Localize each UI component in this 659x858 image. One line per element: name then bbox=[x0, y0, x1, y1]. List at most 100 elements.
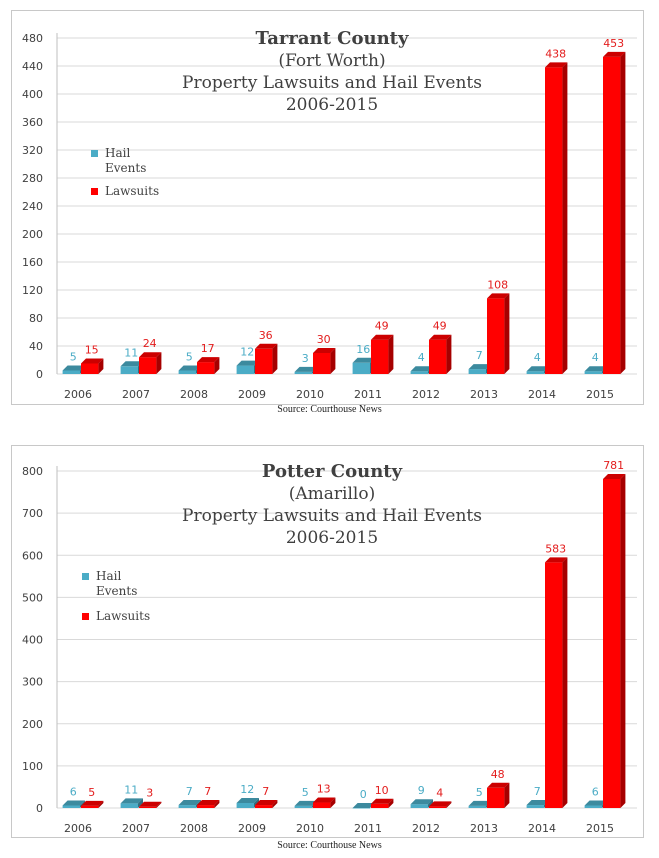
x-tick-label: 2010 bbox=[296, 388, 324, 401]
bar-top-face bbox=[294, 800, 317, 806]
y-tick-label: 100 bbox=[22, 760, 43, 773]
y-tick-label: 440 bbox=[22, 60, 43, 73]
chart-title-line3: Property Lawsuits and Hail Events bbox=[182, 73, 482, 93]
bar-top-face bbox=[603, 474, 626, 480]
bar-top-face bbox=[139, 801, 162, 807]
lawsuit-bar bbox=[313, 348, 336, 374]
lawsuit-data-label: 30 bbox=[317, 333, 331, 346]
bar-top-face bbox=[294, 366, 317, 372]
bar-top-face bbox=[236, 797, 259, 803]
bar-top-face bbox=[62, 365, 85, 371]
hail-data-label: 7 bbox=[186, 785, 193, 798]
bar-top-face bbox=[584, 800, 607, 806]
hail-bar bbox=[120, 798, 143, 808]
bar-side-face bbox=[388, 334, 394, 374]
source-note: Source: Courthouse News bbox=[277, 840, 382, 851]
legend-swatch-hail bbox=[82, 573, 89, 580]
bar-front-face bbox=[197, 805, 215, 808]
y-tick-label: 600 bbox=[22, 549, 43, 562]
hail-data-label: 12 bbox=[240, 783, 254, 796]
bar-side-face bbox=[214, 357, 220, 374]
potter-chart-title: Potter County (Amarillo) Property Lawsui… bbox=[132, 461, 532, 549]
x-tick-label: 2014 bbox=[528, 822, 556, 835]
hail-data-label: 5 bbox=[476, 786, 483, 799]
bar-side-face bbox=[272, 800, 278, 808]
bar-side-face bbox=[388, 798, 394, 808]
bar-front-face bbox=[62, 805, 80, 808]
bar-front-face bbox=[81, 805, 99, 808]
x-tick-label: 2009 bbox=[238, 822, 266, 835]
lawsuit-bar bbox=[313, 797, 336, 808]
bar-side-face bbox=[330, 348, 336, 374]
hail-data-label: 7 bbox=[534, 785, 541, 798]
bar-front-face bbox=[313, 802, 331, 808]
lawsuit-bar bbox=[545, 557, 568, 808]
bar-front-face bbox=[255, 348, 273, 374]
bar-top-face bbox=[468, 800, 491, 806]
lawsuit-bar bbox=[197, 800, 220, 808]
hail-data-label: 5 bbox=[70, 351, 77, 364]
hail-data-label: 4 bbox=[592, 351, 599, 364]
bar-side-face bbox=[98, 800, 104, 808]
lawsuit-bar bbox=[255, 800, 278, 808]
bar-front-face bbox=[603, 56, 621, 375]
lawsuit-data-label: 583 bbox=[545, 542, 566, 555]
bar-front-face bbox=[255, 805, 273, 808]
lawsuit-bar bbox=[487, 782, 510, 808]
y-tick-label: 0 bbox=[36, 802, 43, 815]
legend-item-hail: Hail Events bbox=[91, 146, 165, 176]
legend-label-hail: Hail Events bbox=[105, 146, 147, 175]
bar-front-face bbox=[120, 803, 138, 808]
lawsuit-data-label: 438 bbox=[545, 47, 566, 60]
bar-front-face bbox=[371, 803, 389, 808]
x-tick-label: 2013 bbox=[470, 388, 498, 401]
lawsuit-bar bbox=[81, 358, 104, 374]
bar-top-face bbox=[468, 364, 491, 370]
lawsuit-data-label: 7 bbox=[262, 785, 269, 798]
bar-top-face bbox=[545, 557, 568, 563]
y-tick-label: 80 bbox=[29, 312, 43, 325]
bar-top-face bbox=[352, 803, 375, 808]
tarrant-legend: Hail Events Lawsuits bbox=[91, 146, 185, 199]
y-tick-label: 480 bbox=[22, 32, 43, 45]
bar-top-face bbox=[545, 62, 568, 68]
bar-side-face bbox=[620, 474, 626, 808]
bar-top-face bbox=[62, 800, 85, 806]
lawsuit-bar bbox=[545, 62, 568, 375]
lawsuit-bar bbox=[429, 334, 452, 374]
bar-front-face bbox=[468, 369, 486, 374]
hail-data-label: 6 bbox=[70, 785, 77, 798]
x-tick-label: 2013 bbox=[470, 822, 498, 835]
legend-label-hail: Hail Events bbox=[96, 569, 138, 598]
bar-top-face bbox=[178, 365, 201, 371]
lawsuit-data-label: 49 bbox=[375, 320, 389, 333]
lawsuit-data-label: 17 bbox=[201, 342, 215, 355]
hail-data-label: 3 bbox=[302, 352, 309, 365]
bar-side-face bbox=[156, 801, 162, 808]
y-tick-label: 160 bbox=[22, 256, 43, 269]
y-tick-label: 300 bbox=[22, 676, 43, 689]
lawsuit-data-label: 24 bbox=[143, 337, 157, 350]
lawsuit-bar bbox=[603, 474, 626, 808]
bar-side-face bbox=[98, 358, 104, 374]
hail-data-label: 11 bbox=[124, 783, 138, 796]
bar-top-face bbox=[352, 357, 375, 363]
legend-swatch-lawsuits bbox=[91, 188, 98, 195]
y-tick-label: 200 bbox=[22, 228, 43, 241]
hail-data-label: 12 bbox=[240, 346, 254, 359]
bar-front-face bbox=[410, 371, 428, 374]
bar-front-face bbox=[62, 370, 80, 374]
lawsuit-bar bbox=[371, 334, 394, 374]
y-tick-label: 400 bbox=[22, 88, 43, 101]
bar-front-face bbox=[294, 371, 312, 374]
bar-side-face bbox=[272, 343, 278, 374]
hail-data-label: 11 bbox=[124, 346, 138, 359]
bar-top-face bbox=[487, 782, 510, 788]
lawsuit-data-label: 108 bbox=[487, 278, 508, 291]
bar-side-face bbox=[156, 352, 162, 374]
bar-front-face bbox=[603, 479, 621, 808]
lawsuit-bar bbox=[371, 798, 394, 808]
y-tick-label: 0 bbox=[36, 368, 43, 381]
bar-top-face bbox=[487, 293, 510, 299]
